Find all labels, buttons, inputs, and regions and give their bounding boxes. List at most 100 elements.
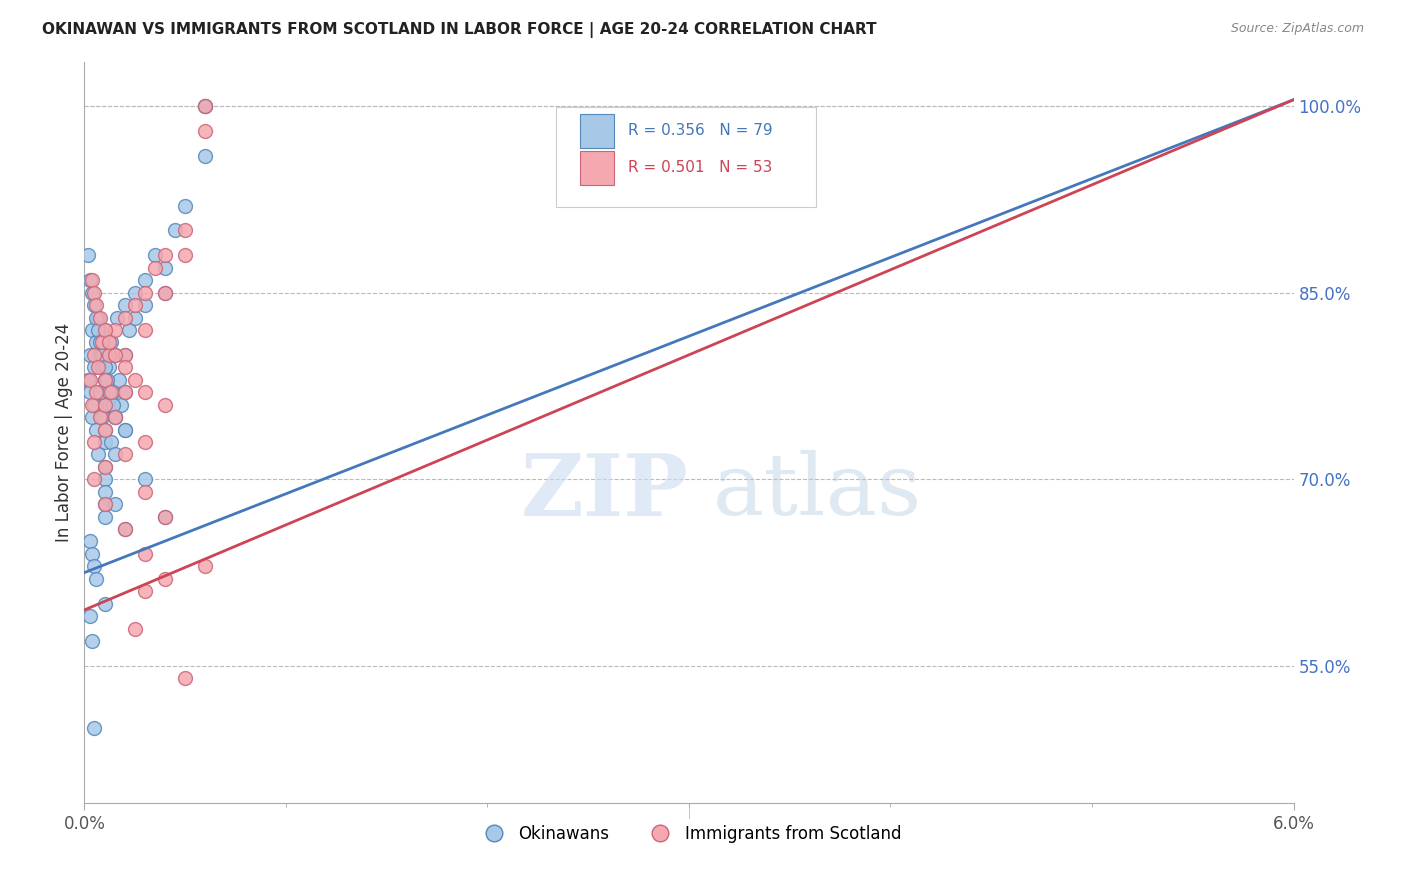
Point (93, 323, 115, 337)
Point (79, 348, 101, 362)
Point (93, 360, 115, 375)
Point (124, 285, 146, 300)
Point (82, 323, 104, 337)
Point (134, 434, 156, 449)
Point (153, 509, 176, 524)
Point (101, 398, 124, 412)
Point (124, 373, 146, 387)
Point (97, 398, 120, 412)
Point (104, 410, 127, 425)
Point (114, 423, 136, 437)
Point (114, 447, 136, 461)
Point (194, 99, 217, 113)
Text: R = 0.356   N = 79: R = 0.356 N = 79 (628, 123, 773, 138)
Point (194, 99, 217, 113)
Point (93, 398, 115, 412)
Point (194, 559, 217, 574)
Point (82, 547, 104, 561)
Point (83, 472, 105, 486)
Point (114, 310, 136, 325)
Point (77, 373, 100, 387)
Point (89, 385, 111, 400)
Point (86, 385, 108, 400)
Point (83, 721, 105, 735)
Point (114, 360, 136, 375)
Point (104, 323, 127, 337)
Point (93, 423, 115, 437)
Point (134, 484, 156, 499)
Point (100, 385, 122, 400)
Point (79, 273, 101, 287)
Legend: Okinawans, Immigrants from Scotland: Okinawans, Immigrants from Scotland (470, 819, 908, 850)
Point (97, 348, 120, 362)
Point (93, 497, 115, 511)
Point (77, 248, 100, 262)
Point (114, 385, 136, 400)
Point (82, 285, 104, 300)
Point (143, 248, 166, 262)
Point (97, 335, 120, 350)
Point (104, 447, 127, 461)
Point (134, 273, 156, 287)
Text: R = 0.501   N = 53: R = 0.501 N = 53 (628, 161, 773, 176)
Point (93, 423, 115, 437)
Point (93, 472, 115, 486)
Bar (581, 152, 614, 185)
Point (114, 348, 136, 362)
Point (82, 634, 104, 648)
Point (79, 385, 101, 400)
Point (194, 149, 217, 163)
Point (153, 572, 176, 586)
Point (86, 310, 108, 325)
Point (174, 198, 197, 212)
Point (93, 597, 115, 611)
Point (83, 348, 105, 362)
Point (79, 609, 101, 624)
Point (86, 298, 108, 312)
Point (153, 398, 176, 412)
Point (174, 223, 197, 237)
Point (124, 310, 146, 325)
Point (194, 99, 217, 113)
Point (114, 423, 136, 437)
Point (93, 323, 115, 337)
Y-axis label: In Labor Force | Age 20-24: In Labor Force | Age 20-24 (55, 323, 73, 542)
Point (82, 410, 104, 425)
Point (87, 360, 110, 375)
Point (91, 410, 114, 425)
Point (93, 373, 115, 387)
Point (118, 323, 141, 337)
Point (93, 373, 115, 387)
Point (97, 360, 120, 375)
Point (114, 522, 136, 536)
Point (153, 285, 176, 300)
Point (91, 335, 114, 350)
Point (114, 348, 136, 362)
Point (87, 323, 110, 337)
Point (124, 298, 146, 312)
Point (134, 472, 156, 486)
Point (100, 434, 122, 449)
Point (110, 398, 132, 412)
Point (97, 385, 120, 400)
Point (134, 298, 156, 312)
Point (153, 509, 176, 524)
Text: Source: ZipAtlas.com: Source: ZipAtlas.com (1230, 22, 1364, 36)
Point (174, 672, 197, 686)
Point (82, 273, 104, 287)
Point (83, 285, 105, 300)
Point (134, 547, 156, 561)
Point (194, 124, 217, 138)
Point (143, 260, 166, 275)
Point (93, 459, 115, 474)
Point (87, 310, 110, 325)
Point (93, 434, 115, 449)
Point (87, 447, 110, 461)
Point (104, 497, 127, 511)
Point (124, 622, 146, 636)
Point (93, 459, 115, 474)
Point (91, 348, 114, 362)
Point (104, 410, 127, 425)
Point (114, 298, 136, 312)
Point (104, 410, 127, 425)
